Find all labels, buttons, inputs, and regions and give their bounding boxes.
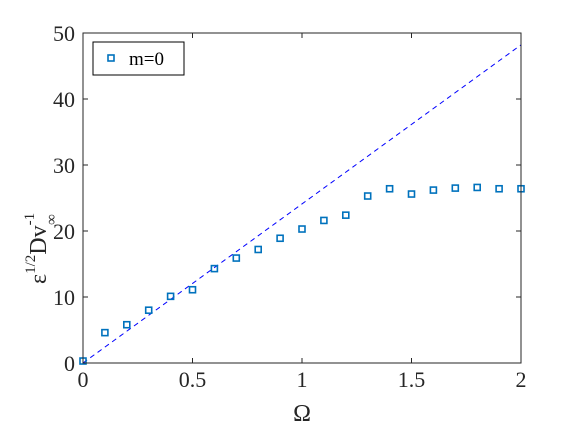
- y-tick-label: 20: [53, 219, 75, 244]
- data-point: [188, 285, 197, 294]
- data-point: [341, 211, 350, 219]
- legend: m=0: [92, 41, 185, 76]
- data-point: [144, 306, 153, 315]
- legend-label: m=0: [129, 49, 164, 70]
- y-label-main: Dv: [26, 225, 52, 254]
- data-point: [210, 264, 219, 273]
- y-tick-label: 0: [64, 351, 75, 376]
- y-tick-label: 10: [53, 285, 75, 310]
- y-label-base: ε: [26, 274, 52, 284]
- y-label-base-sup: 1/2: [23, 255, 39, 274]
- plot-area: [79, 44, 525, 365]
- data-point: [276, 234, 284, 243]
- data-point: [495, 184, 503, 193]
- x-tick-label: 0: [78, 367, 89, 392]
- y-tick-label: 30: [53, 153, 75, 178]
- x-axis-label: Ω: [293, 401, 311, 427]
- data-point: [363, 192, 372, 200]
- data-point: [385, 184, 394, 193]
- data-point: [429, 186, 438, 194]
- data-point: [166, 292, 175, 301]
- x-tick-label: 1: [297, 367, 308, 392]
- y-tick-label: 40: [53, 87, 75, 112]
- dashed-line: [82, 44, 522, 364]
- y-axis-label: ε1/2Dv-1 ∞: [22, 213, 60, 284]
- data-point: [407, 190, 416, 198]
- data-point: [232, 254, 241, 262]
- svg-text:ε1/2Dv-1∞: ε1/2Dv-1 ∞: [22, 213, 60, 284]
- data-point: [451, 184, 460, 192]
- data-point: [320, 216, 328, 225]
- y-tick-label: 50: [53, 21, 75, 46]
- x-tick-label: 1.5: [398, 367, 426, 392]
- legend-marker: [107, 54, 115, 62]
- data-point: [123, 320, 131, 329]
- data-point: [298, 225, 306, 233]
- y-label-main-sup: -1: [22, 213, 38, 226]
- y-label-main-sub: ∞: [44, 214, 60, 225]
- data-point: [101, 328, 109, 337]
- data-point: [473, 183, 482, 192]
- x-tick-label: 2: [516, 367, 527, 392]
- x-tick-label: 0.5: [179, 367, 207, 392]
- data-point: [254, 245, 262, 254]
